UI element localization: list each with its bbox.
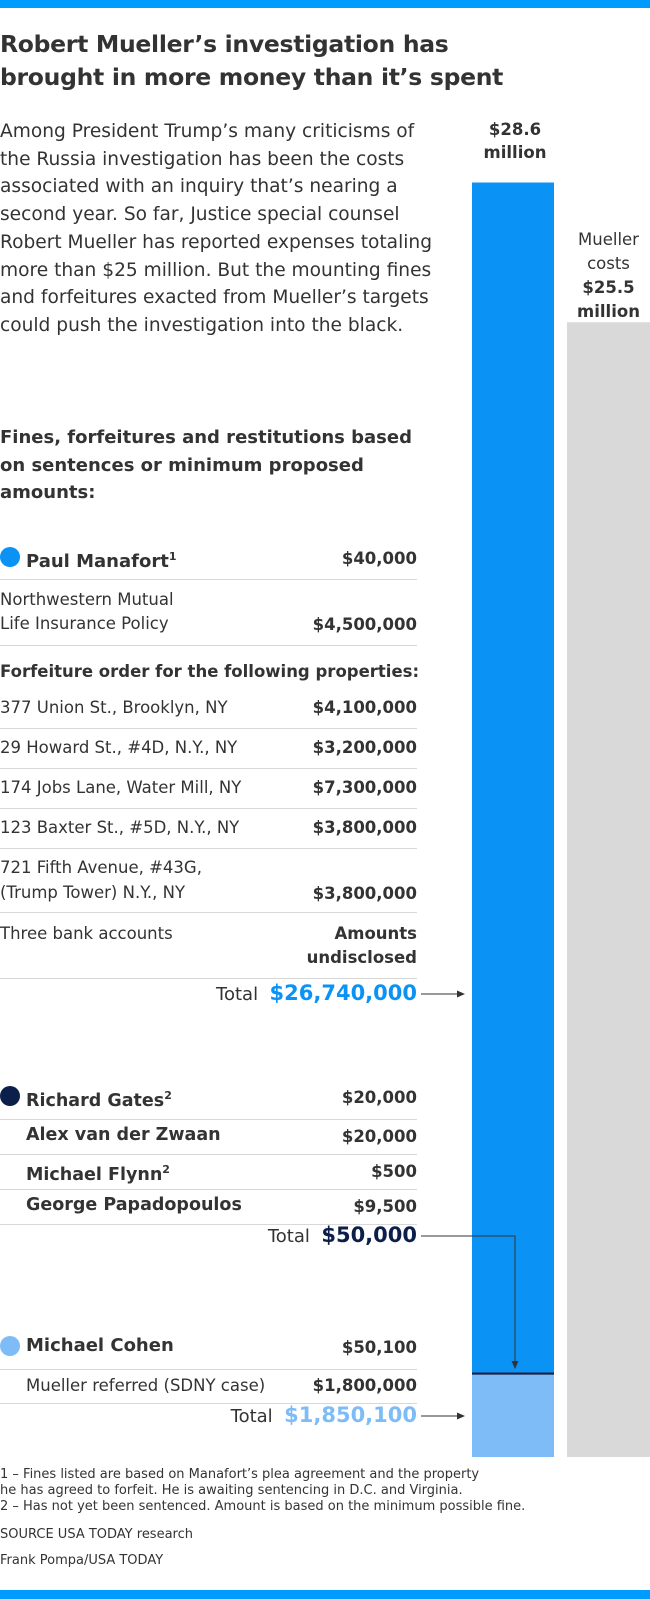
manafort-total-value: $26,740,000 — [269, 981, 417, 1005]
gates-name: Richard Gates2 — [26, 1089, 172, 1111]
property-label: 29 Howard St., #4D, N.Y., NY — [0, 738, 238, 757]
gates-amount: $20,000 — [341, 1088, 417, 1107]
cohen-referred-label: Mueller referred (SDNY case) — [26, 1376, 266, 1395]
property-row: 29 Howard St., #4D, N.Y., NY $3,200,000 — [0, 731, 417, 769]
footnote-1a: 1 – Fines listed are based on Manafort’s… — [0, 1467, 480, 1482]
arrowhead-icon — [457, 1412, 465, 1420]
headline: Robert Mueller’s investigation has broug… — [0, 30, 504, 91]
policy-label-1: Northwestern Mutual — [0, 590, 174, 609]
papadopoulos-amount: $9,500 — [353, 1197, 417, 1216]
connector-cohen — [421, 1412, 465, 1420]
cohen-amount: $50,100 — [341, 1338, 417, 1357]
cohen-divider — [0, 1403, 417, 1404]
trump-tower-label-2: (Trump Tower) N.Y., NY — [0, 883, 186, 902]
bar-segment-cohen — [472, 1374, 554, 1457]
flynn-name: Michael Flynn2 — [26, 1163, 170, 1185]
policy-amount: $4,500,000 — [312, 615, 417, 634]
manafort-header-row: Paul Manafort1 $40,000 — [0, 545, 417, 580]
credit-line: Frank Pompa/USA TODAY — [0, 1553, 164, 1568]
cohen-legend-dot — [0, 1336, 20, 1356]
property-amount: $3,800,000 — [312, 818, 417, 837]
cohen-total-value: $1,850,100 — [284, 1403, 417, 1427]
property-row: 123 Baxter St., #5D, N.Y., NY $3,800,000 — [0, 811, 417, 849]
trump-tower-row: 721 Fifth Avenue, #43G, (Trump Tower) N.… — [0, 851, 417, 913]
bar-recovered-label: $28.6 million — [470, 118, 560, 164]
intro-paragraph: Among President Trump’s many criticisms … — [0, 121, 432, 336]
cohen-referred-row: Mueller referred (SDNY case) $1,800,000 — [0, 1370, 417, 1404]
bottom-accent-rule — [0, 1590, 650, 1599]
policy-label-2: Life Insurance Policy — [0, 614, 169, 633]
bank-accounts-row: Three bank accounts Amounts undisclosed — [0, 917, 417, 979]
property-row: 377 Union St., Brooklyn, NY $4,100,000 — [0, 691, 417, 729]
property-label: 123 Baxter St., #5D, N.Y., NY — [0, 818, 240, 837]
zwaan-name: Alex van der Zwaan — [26, 1125, 221, 1145]
manafort-legend-dot — [0, 547, 20, 567]
trump-tower-amount: $3,800,000 — [312, 884, 417, 903]
policy-row: Northwestern Mutual Life Insurance Polic… — [0, 586, 417, 646]
bar-costs-label: Mueller costs $25.5 million — [567, 228, 650, 324]
flynn-amount: $500 — [371, 1162, 417, 1181]
zwaan-amount: $20,000 — [341, 1127, 417, 1146]
papadopoulos-name: George Papadopoulos — [26, 1195, 242, 1215]
property-label: 174 Jobs Lane, Water Mill, NY — [0, 778, 242, 797]
flynn-row: Michael Flynn2 $500 — [0, 1155, 417, 1190]
footnote-1b: he has agreed to forfeit. He is awaiting… — [0, 1483, 463, 1498]
bar-segment-manafort — [472, 182, 554, 1373]
cohen-total-label: Total — [230, 1406, 273, 1427]
group2-total: Total $50,000 — [268, 1222, 417, 1250]
property-amount: $3,200,000 — [312, 738, 417, 757]
manafort-fine: $40,000 — [341, 549, 417, 568]
list-subhead: Fines, forfeitures and restitutions base… — [0, 427, 412, 503]
cohen-total: Total $1,850,100 — [231, 1402, 417, 1430]
gates-row: Richard Gates2 $20,000 — [0, 1084, 417, 1120]
top-accent-rule — [0, 0, 650, 8]
bar-costs-unit: million — [577, 302, 640, 321]
footnote-2: 2 – Has not yet been sentenced. Amount i… — [0, 1499, 526, 1514]
zwaan-row: Alex van der Zwaan $20,000 — [0, 1120, 417, 1155]
manafort-total-label: Total — [216, 984, 259, 1005]
cohen-referred-amount: $1,800,000 — [312, 1376, 417, 1395]
cohen-name: Michael Cohen — [26, 1335, 174, 1356]
property-row: 174 Jobs Lane, Water Mill, NY $7,300,000 — [0, 771, 417, 809]
arrowhead-icon — [457, 990, 465, 998]
bar-recovered-value: $28.6 — [488, 120, 542, 139]
bank-amount-2: undisclosed — [306, 948, 417, 967]
cohen-row: Michael Cohen $50,100 — [0, 1334, 417, 1370]
papadopoulos-row: George Papadopoulos $9,500 — [0, 1190, 417, 1225]
bar-mueller-costs — [567, 322, 650, 1457]
bar-costs-title-1: Mueller — [578, 230, 639, 249]
source-line: SOURCE USA TODAY research — [0, 1527, 193, 1542]
bank-accounts-label: Three bank accounts — [0, 924, 173, 943]
property-label: 377 Union St., Brooklyn, NY — [0, 698, 228, 717]
bar-costs-value: $25.5 — [582, 278, 635, 297]
bar-recovered-unit: million — [483, 143, 547, 162]
property-amount: $4,100,000 — [312, 698, 417, 717]
arrowhead-icon — [511, 1361, 519, 1369]
group2-total-value: $50,000 — [321, 1223, 417, 1247]
manafort-total: Total $26,740,000 — [216, 980, 417, 1008]
connector-manafort — [421, 990, 465, 998]
group2-legend-dot — [0, 1086, 20, 1106]
forfeiture-heading: Forfeiture order for the following prope… — [0, 662, 420, 681]
manafort-name: Paul Manafort1 — [26, 550, 177, 572]
bar-costs-title-2: costs — [587, 254, 630, 273]
connector-others — [421, 1235, 519, 1369]
trump-tower-label-1: 721 Fifth Avenue, #43G, — [0, 858, 202, 877]
bank-amount-1: Amounts — [334, 924, 418, 943]
property-amount: $7,300,000 — [312, 778, 417, 797]
group2-total-label: Total — [267, 1226, 310, 1247]
